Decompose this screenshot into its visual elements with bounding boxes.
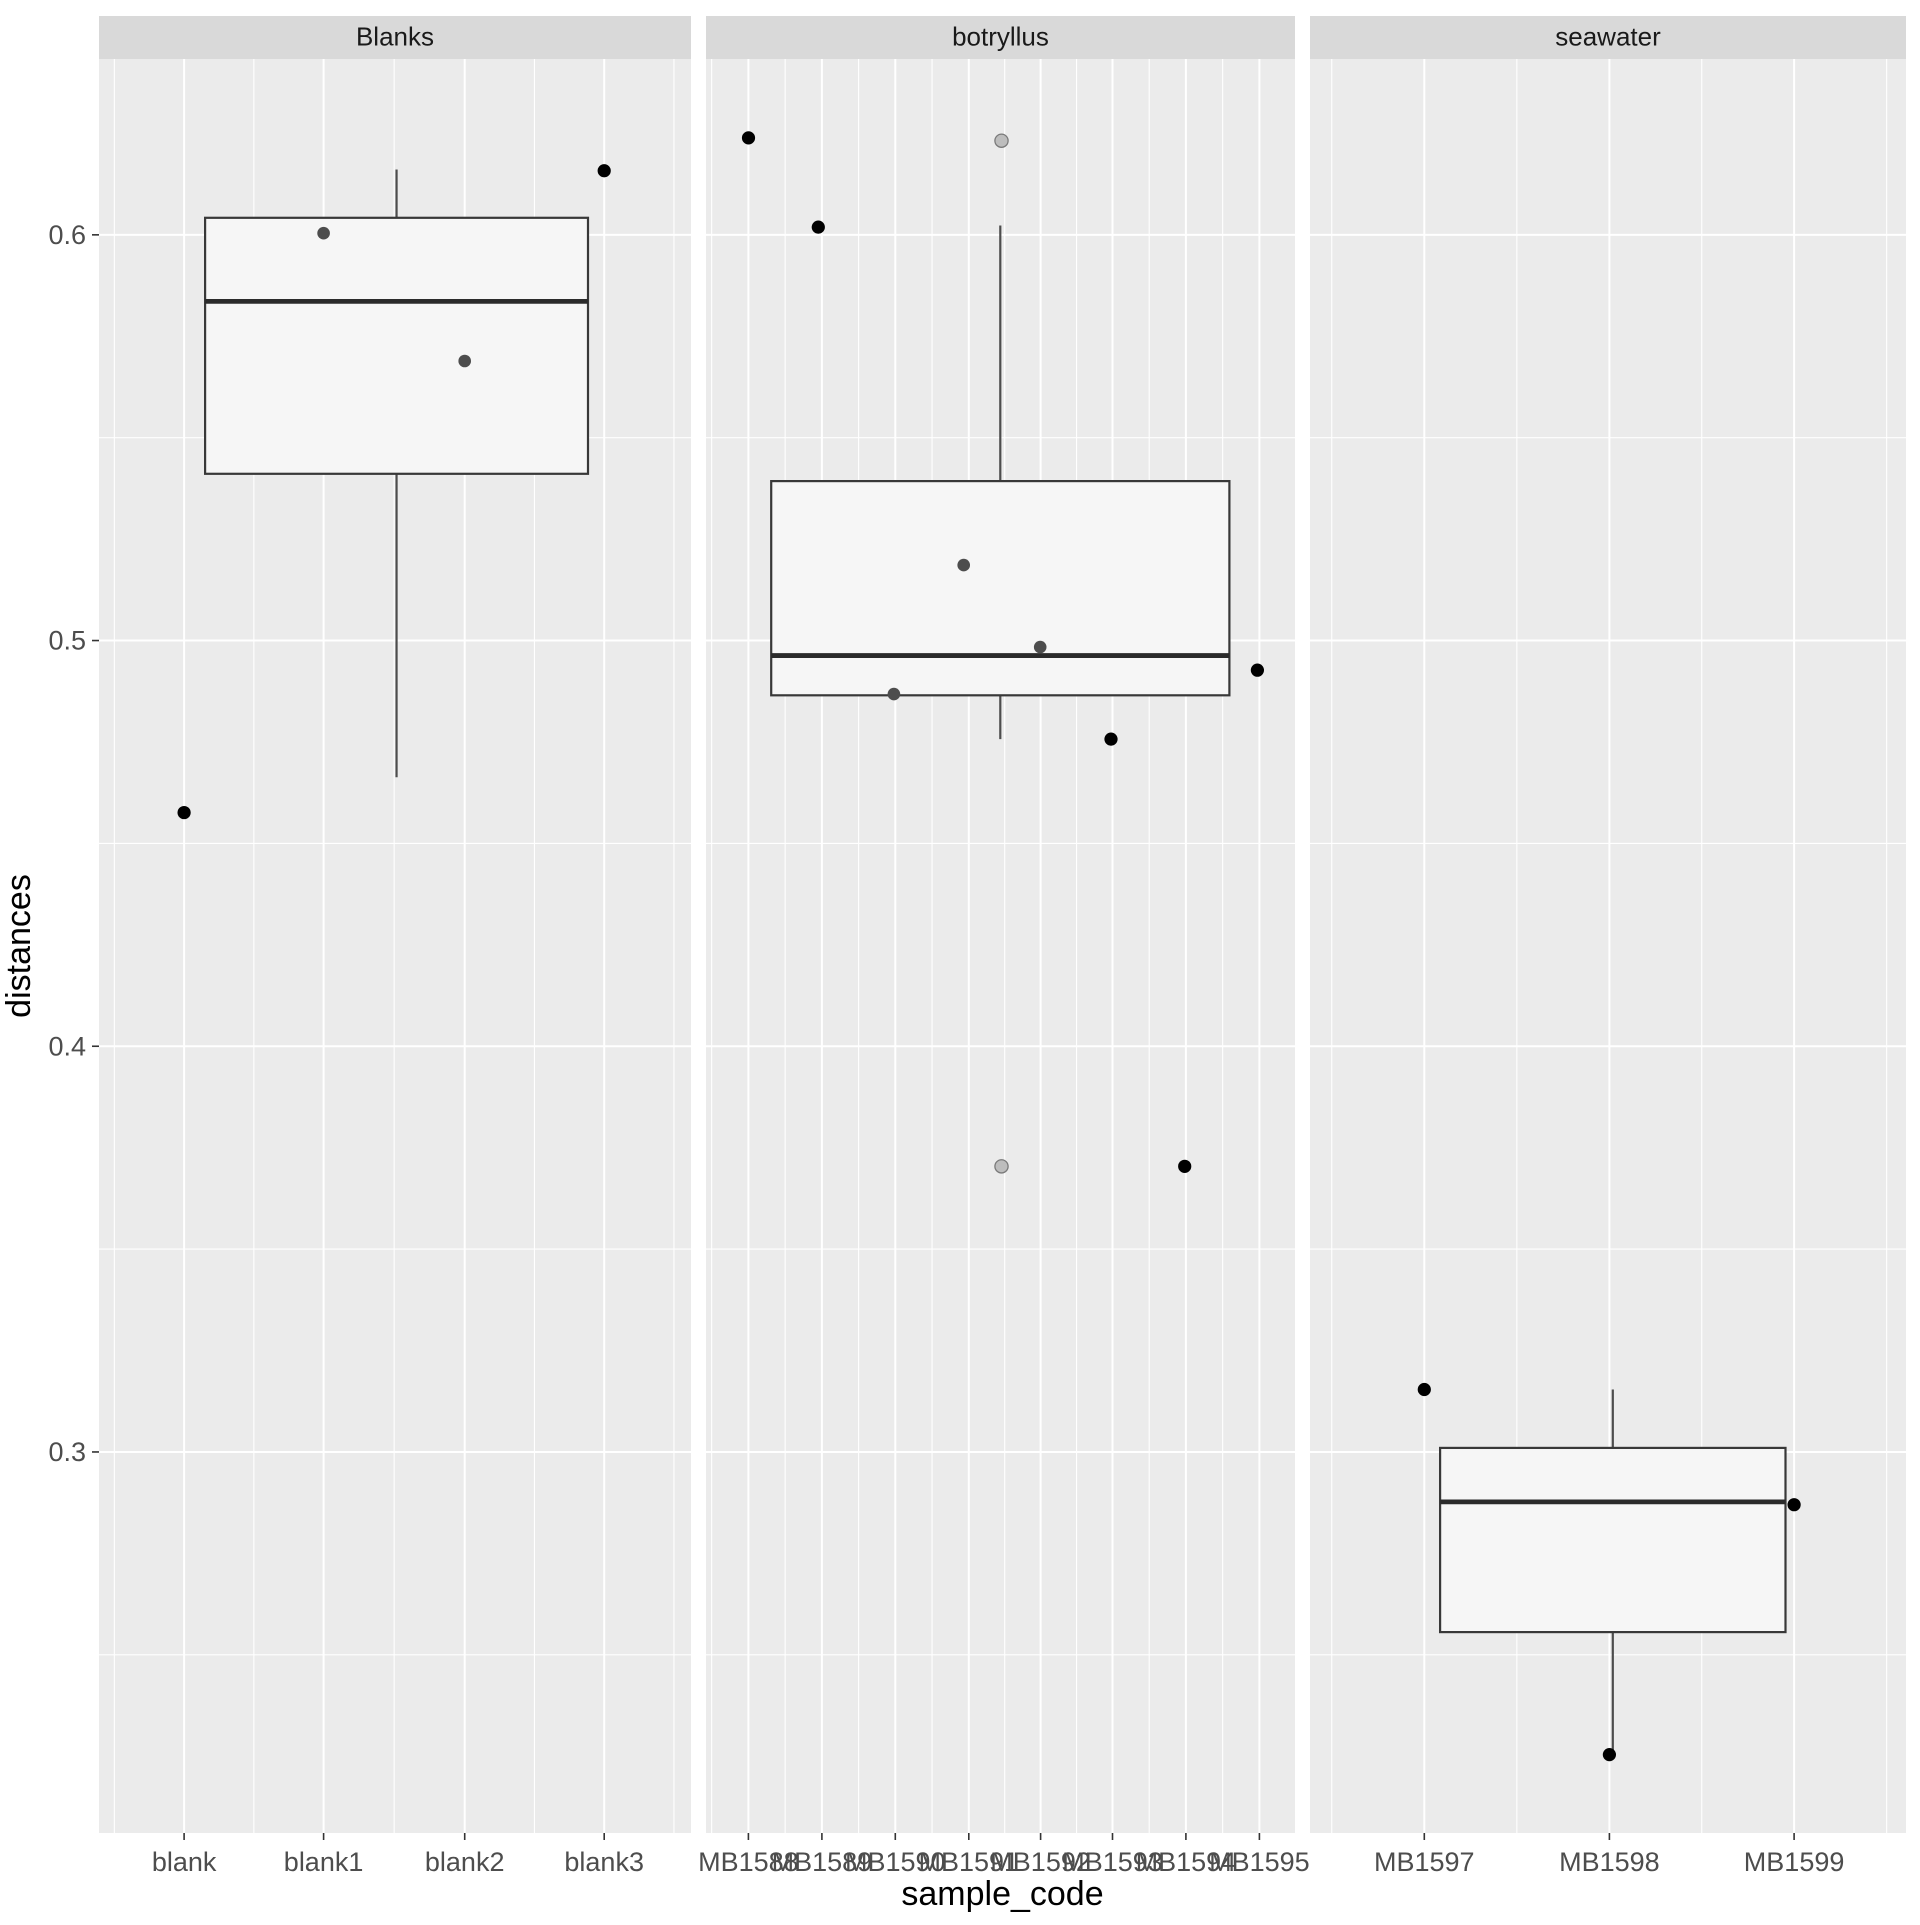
svg-text:MB1598: MB1598 [1559,1847,1660,1877]
svg-text:blank2: blank2 [425,1847,505,1877]
svg-text:0.6: 0.6 [48,220,86,250]
svg-text:MB1595: MB1595 [1209,1847,1310,1877]
svg-text:0.3: 0.3 [48,1437,86,1467]
svg-text:MB1599: MB1599 [1744,1847,1845,1877]
svg-text:sample_code: sample_code [901,1875,1103,1913]
svg-text:blank: blank [152,1847,217,1877]
svg-text:Blanks: Blanks [356,22,434,52]
svg-text:distances: distances [0,874,38,1018]
svg-text:0.4: 0.4 [48,1031,86,1061]
svg-text:botryllus: botryllus [952,22,1049,52]
svg-text:MB1597: MB1597 [1374,1847,1475,1877]
svg-text:blank1: blank1 [284,1847,364,1877]
svg-text:blank3: blank3 [564,1847,644,1877]
svg-text:seawater: seawater [1555,22,1661,52]
svg-text:0.5: 0.5 [48,626,86,656]
